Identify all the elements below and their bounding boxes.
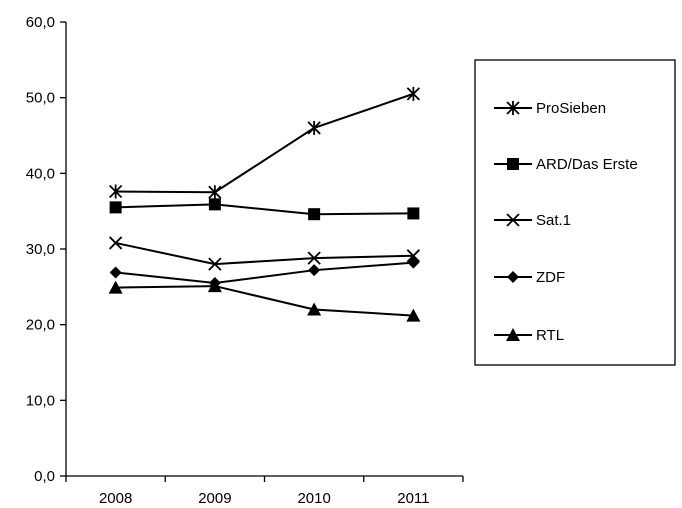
data-point [109,201,122,214]
x-tick-label: 2011 [397,490,429,507]
legend-item: RTL [494,327,564,344]
data-point [208,185,222,200]
legend-item: Sat.1 [494,212,571,229]
series-line [115,241,414,266]
legend-marker [506,213,520,227]
x-tick-label: 2010 [297,490,330,507]
triangle-marker-shape [307,302,322,316]
series-line [115,203,414,216]
data-point [108,236,123,250]
series-line [115,285,414,317]
y-tick-label: 30,0 [26,241,55,258]
legend-label: Sat.1 [536,212,571,229]
x-marker-stroke [307,251,321,265]
y-tick-label: 20,0 [26,317,55,334]
series-line [115,92,414,194]
triangle-marker-shape [207,279,222,293]
data-point [406,249,421,263]
data-point [308,208,321,221]
x-tick-label: 2009 [198,490,231,507]
x-marker-stroke [208,257,222,271]
data-point [208,257,222,271]
data-point [406,86,421,101]
legend-item: ZDF [494,269,565,286]
data-point [406,308,421,322]
data-point [407,207,420,220]
x-marker-stroke [506,213,520,227]
y-tick-label: 0,0 [34,468,55,485]
legend-marker [506,328,520,341]
data-point [308,264,321,277]
x-tick-label: 2008 [99,490,132,507]
data-point [108,280,123,294]
square-marker-shape [507,158,519,170]
legend: ProSieben ARD/Das Erste Sat.1 ZDF RTL [474,59,676,366]
axes: 0,0 10,0 20,0 30,0 40,0 50,0 60,0 2008 2009 2010 2… [26,14,464,507]
triangle-marker-shape [506,328,520,341]
legend-marker [506,101,520,115]
y-tick-label: 60,0 [26,14,55,31]
square-marker-shape [208,198,221,211]
legend-box [474,59,676,366]
diamond-marker-shape [407,256,420,269]
y-tick-label: 50,0 [26,90,55,107]
square-marker-shape [308,208,321,221]
legend-item: ProSieben [494,100,606,117]
legend-label: ProSieben [536,100,606,117]
diamond-marker-shape [308,264,321,277]
data-point [109,266,122,279]
data-point [307,302,322,316]
diamond-marker-shape [109,266,122,279]
legend-marker [507,271,519,283]
x-marker-stroke [108,236,123,250]
legend-label: ARD/Das Erste [536,156,638,173]
triangle-marker-shape [406,308,421,322]
x-marker-stroke [406,249,421,263]
legend-label: RTL [536,327,564,344]
data-point [307,251,321,265]
data-point [207,279,222,293]
data-point [208,198,221,211]
legend-item: ARD/Das Erste [494,156,638,173]
data-point [307,120,321,135]
legend-label: ZDF [536,269,565,286]
data-point [407,256,420,269]
diamond-marker-shape [507,271,519,283]
square-marker-shape [109,201,122,214]
y-tick-label: 40,0 [26,165,55,182]
y-tick-label: 10,0 [26,392,55,409]
data-point [108,184,123,199]
triangle-marker-shape [108,280,123,294]
square-marker-shape [407,207,420,220]
legend-marker [507,158,519,170]
series-line [115,261,414,285]
series-layer [108,86,421,322]
